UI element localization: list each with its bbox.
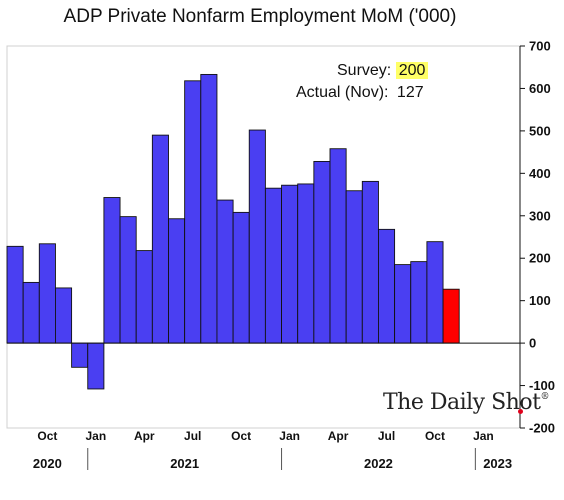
- survey-value: 200: [395, 62, 429, 79]
- x-tick-label: Apr: [134, 429, 155, 443]
- bar-20: [329, 148, 347, 344]
- bar-19: [313, 160, 331, 344]
- year-label: 2021: [170, 456, 199, 471]
- bar-12: [200, 73, 218, 344]
- y-tick-label: 400: [529, 166, 551, 181]
- bar-8: [135, 250, 153, 344]
- bar-18: [297, 183, 315, 344]
- watermark-dot: [518, 409, 523, 414]
- y-tick-label: 300: [529, 208, 551, 223]
- y-tick-label: 500: [529, 123, 551, 138]
- bar-2: [38, 243, 56, 344]
- bar-3: [55, 287, 73, 344]
- bar-17: [281, 184, 299, 344]
- x-tick-label: Oct: [425, 429, 445, 443]
- year-label: 2022: [364, 456, 393, 471]
- x-tick-label: Jan: [85, 429, 106, 443]
- actual-value: 127: [396, 84, 424, 101]
- bar-11: [184, 80, 202, 344]
- bar-27: [442, 288, 460, 344]
- survey-annotation: Survey: 200: [337, 62, 429, 80]
- bar-22: [361, 180, 379, 344]
- y-tick-label: 100: [529, 293, 551, 308]
- y-tick-label: -100: [529, 378, 555, 393]
- watermark-logo: The Daily Shot®: [383, 390, 549, 415]
- x-tick-label: Jul: [378, 429, 395, 443]
- bar-14: [232, 211, 250, 344]
- bar-5: [87, 342, 105, 390]
- bar-6: [103, 197, 121, 344]
- bar-21: [345, 190, 363, 344]
- bar-1: [22, 281, 40, 344]
- actual-label: Actual (Nov):: [296, 84, 389, 101]
- bar-4: [71, 342, 89, 368]
- survey-label: Survey:: [337, 62, 392, 79]
- bar-16: [264, 187, 282, 344]
- x-tick-label: Jan: [473, 429, 494, 443]
- year-label: 2023: [483, 456, 512, 471]
- bar-9: [151, 134, 169, 344]
- x-tick-label: Jul: [184, 429, 201, 443]
- bar-10: [168, 218, 186, 344]
- y-tick-label: 200: [529, 251, 551, 266]
- bar-24: [394, 264, 412, 344]
- year-label: 2020: [33, 456, 62, 471]
- x-tick-label: Apr: [328, 429, 349, 443]
- x-tick-label: Oct: [231, 429, 251, 443]
- bar-26: [426, 241, 444, 344]
- y-tick-label: 0: [529, 336, 536, 351]
- y-tick-label: 700: [529, 39, 551, 54]
- bar-7: [119, 216, 137, 344]
- chart-title: ADP Private Nonfarm Employment MoM ('000…: [63, 6, 457, 27]
- bar-13: [216, 199, 234, 344]
- actual-annotation: Actual (Nov): 127: [296, 84, 424, 102]
- y-tick-label: 600: [529, 81, 551, 96]
- x-tick-label: Oct: [37, 429, 57, 443]
- bar-0: [6, 245, 24, 344]
- bar-23: [378, 228, 396, 344]
- y-tick-label: -200: [529, 421, 555, 436]
- bar-25: [410, 261, 428, 344]
- x-tick-label: Jan: [279, 429, 300, 443]
- bar-15: [248, 129, 266, 344]
